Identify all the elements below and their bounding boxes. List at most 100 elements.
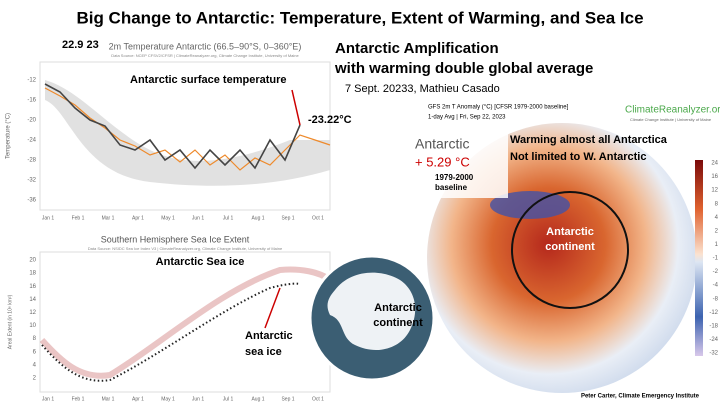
heading: Antarctic Amplification <box>335 40 499 57</box>
current-value: -23.22°C <box>308 114 352 126</box>
y-tick-label: 18 <box>29 271 36 277</box>
scale-label: -2 <box>713 269 719 275</box>
x-tick-label: May 1 <box>161 215 175 221</box>
credit: Peter Carter, Climate Emergency Institut… <box>581 394 700 400</box>
y-tick-label: 10 <box>29 323 36 329</box>
scale-label: 12 <box>711 188 718 194</box>
y-tick-label: -32 <box>27 178 36 184</box>
2023-line <box>44 83 301 170</box>
continent-label: Antarctic <box>546 226 594 238</box>
scale-label: -24 <box>709 337 718 343</box>
x-tick-label: Feb 1 <box>72 215 85 221</box>
continent-inset: Antarctic continent <box>308 254 436 382</box>
temperature-chart: 22.9 23 2m Temperature Antarctic (66.5–9… <box>6 39 352 221</box>
cold-patch <box>490 191 570 219</box>
note: Not limited to W. Antarctic <box>510 151 647 163</box>
y-tick-label: 20 <box>29 258 36 264</box>
x-tick-label: Mar 1 <box>102 215 115 221</box>
anomaly-map: GFS 2m T Anomaly (°C) [CFSR 1979-2000 ba… <box>408 105 720 393</box>
highlight-circle <box>511 191 629 309</box>
baseline: 1979-2000 <box>435 173 474 182</box>
x-tick-label: Jun 1 <box>192 396 204 402</box>
x-tick-label: Aug 1 <box>251 396 264 402</box>
annotation: Antarctic <box>245 330 293 342</box>
y-tick-label: -16 <box>27 98 36 104</box>
chart-title: 2m Temperature Antarctic (66.5–90°S, 0–3… <box>109 41 302 51</box>
title: Big Change to Antarctic: Temperature, Ex… <box>76 8 643 27</box>
annotation: Antarctic Sea ice <box>156 256 245 268</box>
scale-label: -18 <box>709 323 718 329</box>
scale-label: -8 <box>713 296 719 302</box>
sea-ice-chart: Southern Hemisphere Sea Ice Extent Data … <box>7 234 332 402</box>
x-tick-label: Aug 1 <box>251 215 264 221</box>
citation: 7 Sept. 20233, Mathieu Casado <box>345 83 500 95</box>
baseline: baseline <box>435 183 468 192</box>
plot-frame <box>39 61 331 211</box>
range-band <box>45 80 330 186</box>
y-tick-label: -12 <box>27 78 36 84</box>
x-tick-label: May 1 <box>161 396 175 402</box>
annotation: sea ice <box>245 346 282 358</box>
y-tick-label: 14 <box>29 297 36 303</box>
continent-shape <box>327 272 416 350</box>
x-tick-label: Jul 1 <box>223 396 234 402</box>
map-subheader: 1-day Avg | Fri, Sep 22, 2023 <box>428 115 506 121</box>
anomaly-value: + 5.29 °C <box>415 154 470 169</box>
x-tick-label: Sep 1 <box>281 215 294 221</box>
note: Warming almost all Antarctica <box>510 134 668 146</box>
map-header: GFS 2m T Anomaly (°C) [CFSR 1979-2000 ba… <box>428 105 569 111</box>
color-bar <box>695 160 703 356</box>
y-tick-label: -36 <box>27 198 36 204</box>
y-tick-label: 16 <box>29 284 36 290</box>
x-tick-label: Apr 1 <box>132 215 144 221</box>
scale-label: -1 <box>713 256 719 262</box>
scale-label: -12 <box>709 310 718 316</box>
continent-label: continent <box>545 241 595 253</box>
x-tick-label: Mar 1 <box>102 396 115 402</box>
heading: with warming double global average <box>334 60 593 77</box>
scale-label: 2 <box>715 228 719 234</box>
scale-label: 8 <box>715 201 719 207</box>
source: Data Source: NSIDC Sea Ice Index V3 | Cl… <box>88 246 283 251</box>
logo: ClimateReanalyzer.org <box>625 105 720 116</box>
current-year-line <box>44 87 331 171</box>
y-tick-label: 12 <box>29 310 36 316</box>
source: Data Source: NCEP CFSV2/CFSR | ClimateRe… <box>111 53 299 58</box>
date: 22.9 23 <box>62 39 99 51</box>
x-tick-label: Oct 1 <box>312 396 324 402</box>
y-tick-label: 4 <box>33 362 37 368</box>
y-tick-label: 8 <box>33 336 37 342</box>
y-tick-label: -20 <box>27 118 36 124</box>
scale-label: -32 <box>709 351 718 357</box>
chart-title: Southern Hemisphere Sea Ice Extent <box>101 234 250 244</box>
y-axis-label: Temperature (°C) <box>6 113 12 159</box>
scale-label: 1 <box>715 242 719 248</box>
x-tick-label: Jun 1 <box>192 215 204 221</box>
x-tick-label: Sep 1 <box>281 396 294 402</box>
climatology-lines <box>39 266 332 379</box>
x-tick-label: Jan 1 <box>42 396 54 402</box>
logo-sub: Climate Change Institute | University of… <box>630 117 712 122</box>
x-tick-label: Oct 1 <box>312 215 324 221</box>
scale-label: 24 <box>711 161 718 167</box>
x-tick-label: Apr 1 <box>132 396 144 402</box>
arrow <box>264 287 281 329</box>
x-tick-label: Feb 1 <box>72 396 85 402</box>
scale-label: -4 <box>713 283 719 289</box>
scale-label: 4 <box>715 215 719 221</box>
label: Antarctic <box>374 302 422 314</box>
y-tick-label: 2 <box>33 376 37 382</box>
arrow <box>291 89 301 126</box>
annotation: Antarctic surface temperature <box>130 74 287 86</box>
label-box <box>408 128 508 198</box>
y-tick-label: 6 <box>33 349 37 355</box>
y-tick-label: -24 <box>27 138 36 144</box>
x-tick-label: Jul 1 <box>223 215 234 221</box>
region: Antarctic <box>415 136 469 152</box>
label: continent <box>373 317 423 329</box>
x-tick-label: Jan 1 <box>42 215 54 221</box>
scale-label: 16 <box>711 174 718 180</box>
y-axis-label: Areal Extent (in 10⁶ km²) <box>7 294 13 349</box>
y-tick-label: -28 <box>27 158 36 164</box>
